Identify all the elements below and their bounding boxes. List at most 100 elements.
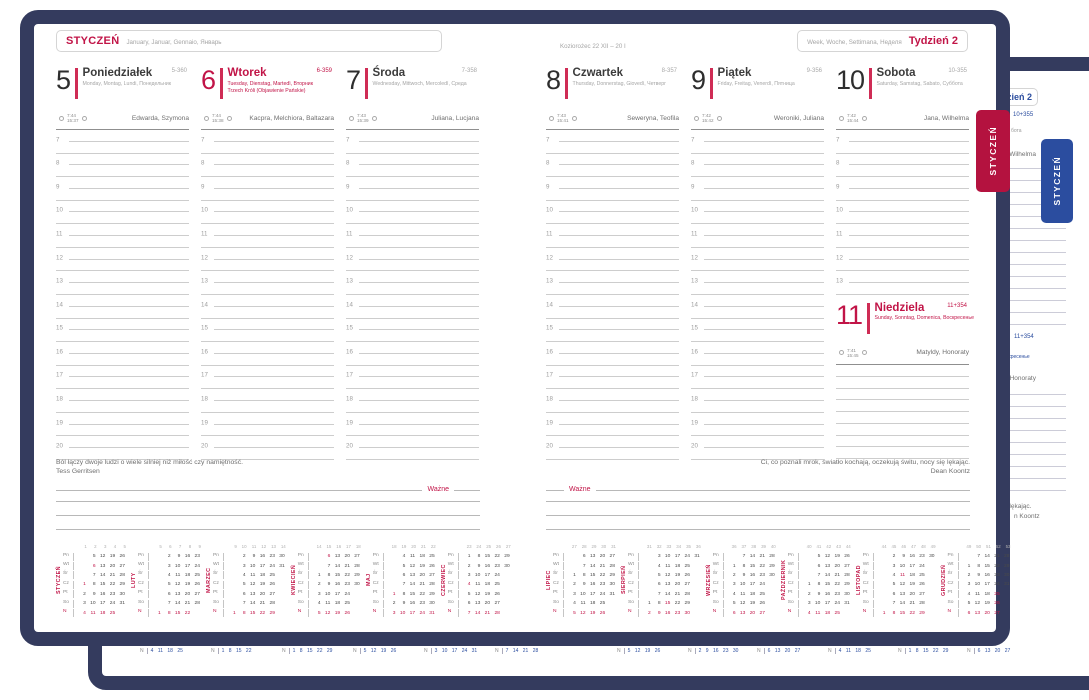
date-cell[interactable]: 16 xyxy=(824,591,831,597)
date-cell[interactable]: 10 xyxy=(474,572,481,578)
date-cell[interactable]: 25 xyxy=(494,582,500,588)
date-cell[interactable]: 5 xyxy=(892,582,896,588)
hour-line[interactable]: 9 xyxy=(56,177,189,190)
half-hour-line[interactable] xyxy=(201,307,334,319)
date-cell[interactable]: 28 xyxy=(919,601,925,607)
date-cell[interactable]: 25 xyxy=(994,591,1000,597)
date-cell[interactable]: 28 xyxy=(119,572,125,578)
date-cell[interactable]: 13 xyxy=(589,554,596,560)
date-cell[interactable]: 18 xyxy=(259,572,266,578)
half-hour-line[interactable] xyxy=(546,377,679,390)
date-cell[interactable]: 26 xyxy=(599,610,606,616)
date-cell[interactable]: 23 xyxy=(344,582,350,588)
half-hour-line[interactable] xyxy=(546,142,679,154)
hour-line[interactable]: 10 xyxy=(546,201,679,214)
date-cell[interactable]: 6 xyxy=(92,563,96,569)
date-cell[interactable]: 3 xyxy=(967,582,971,588)
date-cell[interactable]: 18 xyxy=(184,572,191,578)
date-cell[interactable]: 7 xyxy=(742,554,746,560)
date-cell[interactable]: 21 xyxy=(834,572,840,578)
date-cell[interactable]: 1 xyxy=(392,591,396,597)
half-hour-line[interactable] xyxy=(346,401,479,413)
date-cell[interactable]: 3 xyxy=(732,582,736,588)
date-cell[interactable]: 1 xyxy=(467,554,471,560)
date-cell[interactable]: 20 xyxy=(834,563,840,569)
date-cell[interactable]: 20 xyxy=(984,610,990,616)
hour-line[interactable]: 20 xyxy=(56,436,189,450)
hour-line[interactable]: 15 xyxy=(691,319,824,332)
date-cell[interactable]: 16 xyxy=(334,582,341,588)
date-cell[interactable]: 31 xyxy=(279,563,285,569)
date-cell[interactable]: 6 xyxy=(817,563,821,569)
hour-line[interactable]: 12 xyxy=(546,248,679,261)
date-cell[interactable]: 22 xyxy=(259,610,266,616)
hour-line[interactable]: 9 xyxy=(546,177,679,190)
date-cell[interactable]: 9 xyxy=(477,563,481,569)
date-cell[interactable]: 18 xyxy=(674,563,681,569)
date-cell[interactable]: 29 xyxy=(1004,563,1010,569)
date-cell[interactable]: 18 xyxy=(824,610,831,616)
hour-line[interactable]: 19 xyxy=(56,413,189,426)
date-cell[interactable]: 24 xyxy=(759,582,765,588)
date-cell[interactable]: 27 xyxy=(844,563,850,569)
date-cell[interactable]: 24 xyxy=(834,601,840,607)
date-cell[interactable]: 7 xyxy=(817,572,821,578)
hour-line[interactable]: 16 xyxy=(346,342,479,355)
date-cell[interactable]: 13 xyxy=(334,554,341,560)
date-cell[interactable]: 29 xyxy=(844,582,850,588)
date-cell[interactable]: 5 xyxy=(732,601,736,607)
hour-line[interactable]: 10 xyxy=(201,201,334,214)
date-cell[interactable]: 16 xyxy=(184,554,191,560)
hour-line[interactable]: 20 xyxy=(346,436,479,450)
date-cell[interactable]: 15 xyxy=(824,582,831,588)
date-cell[interactable]: 8 xyxy=(582,572,586,578)
date-cell[interactable]: 8 xyxy=(742,563,746,569)
date-cell[interactable]: 23 xyxy=(494,563,500,569)
date-cell[interactable]: 14 xyxy=(824,572,831,578)
date-cell[interactable]: 22 xyxy=(109,582,116,588)
half-hour-line[interactable] xyxy=(56,260,189,272)
date-cell[interactable]: 5 xyxy=(967,601,971,607)
half-hour-line[interactable] xyxy=(56,165,189,178)
date-cell[interactable]: 28 xyxy=(609,563,615,569)
date-cell[interactable]: 30 xyxy=(119,591,125,597)
date-cell[interactable]: 4 xyxy=(317,601,321,607)
date-cell[interactable]: 23 xyxy=(419,601,425,607)
date-cell[interactable]: 8 xyxy=(402,591,406,597)
date-cell[interactable]: 24 xyxy=(344,591,350,597)
date-cell[interactable]: 28 xyxy=(194,601,200,607)
date-cell[interactable]: 30 xyxy=(354,582,360,588)
date-cell[interactable]: 26 xyxy=(684,572,690,578)
date-cell[interactable]: 2 xyxy=(807,591,811,597)
hour-line[interactable]: 13 xyxy=(346,271,479,285)
date-cell[interactable]: 12 xyxy=(249,582,256,588)
half-hour-line[interactable] xyxy=(836,412,969,424)
date-cell[interactable]: 21 xyxy=(484,610,491,616)
date-cell[interactable]: 16 xyxy=(484,563,491,569)
date-cell[interactable]: 31 xyxy=(119,601,125,607)
date-cell[interactable]: 10 xyxy=(249,563,256,569)
date-cell[interactable]: 16 xyxy=(409,601,416,607)
date-cell[interactable]: 7 xyxy=(92,572,96,578)
date-cell[interactable]: 4 xyxy=(467,582,471,588)
date-cell[interactable]: 17 xyxy=(824,601,831,607)
half-hour-line[interactable] xyxy=(201,212,334,225)
half-hour-line[interactable] xyxy=(546,354,679,366)
date-cell[interactable]: 2 xyxy=(648,610,651,616)
date-cell[interactable]: 31 xyxy=(609,591,615,597)
half-hour-line[interactable] xyxy=(691,330,824,343)
half-hour-line[interactable] xyxy=(691,189,824,201)
important-notes-line[interactable]: Ważne xyxy=(546,486,970,493)
date-cell[interactable]: 24 xyxy=(494,572,500,578)
date-cell[interactable]: 20 xyxy=(344,554,350,560)
date-cell[interactable]: 27 xyxy=(269,591,275,597)
date-cell[interactable]: 14 xyxy=(664,591,671,597)
date-cell[interactable]: 23 xyxy=(109,591,116,597)
date-cell[interactable]: 30 xyxy=(929,554,935,560)
hour-line[interactable]: 7 xyxy=(691,130,824,143)
half-hour-line[interactable] xyxy=(691,212,824,225)
date-cell[interactable]: 8 xyxy=(892,610,896,616)
date-cell[interactable]: 30 xyxy=(769,572,775,578)
date-cell[interactable]: 31 xyxy=(1004,582,1010,588)
half-hour-line[interactable] xyxy=(56,212,189,225)
